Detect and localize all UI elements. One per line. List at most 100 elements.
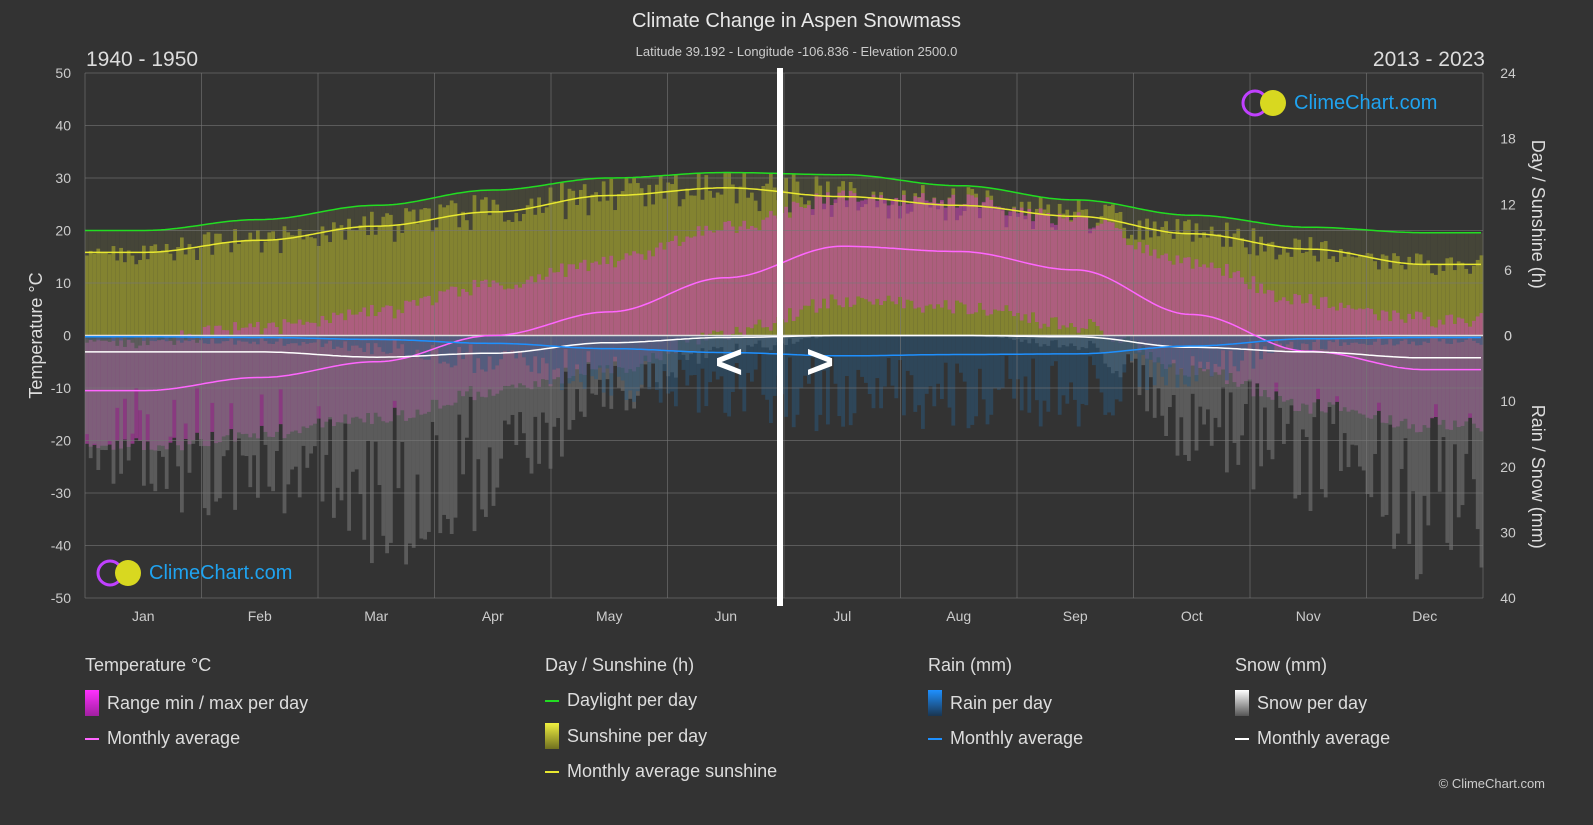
- rain-bar: [1141, 335, 1146, 355]
- snow-bar: [556, 335, 560, 419]
- sunshine-bar: [134, 264, 139, 336]
- temp-range-bar: [761, 219, 766, 328]
- snow-bar: [290, 335, 294, 470]
- sunshine-bar: [366, 235, 370, 336]
- rain-bar: [339, 335, 344, 348]
- rain-bar: [772, 335, 777, 396]
- temp-range-bar: [890, 200, 895, 302]
- rain-bar: [510, 335, 515, 351]
- rain-bar: [465, 335, 469, 353]
- sunshine-bar: [1285, 252, 1290, 336]
- snow-bar: [248, 335, 253, 488]
- rain-bar: [1073, 335, 1077, 400]
- rain-bar: [1213, 335, 1218, 364]
- temp-range-bar: [1000, 207, 1005, 312]
- sunshine-bar: [259, 252, 264, 336]
- sunshine-bar: [237, 243, 241, 336]
- rain-bar: [1145, 335, 1149, 391]
- snow-bar: [1168, 335, 1172, 408]
- sunshine-bar: [168, 253, 173, 336]
- rain-bar: [556, 335, 560, 369]
- sunshine-bar: [161, 250, 165, 336]
- y-left-tick-label: -50: [51, 590, 71, 606]
- rain-bar: [1092, 335, 1096, 366]
- temp-range-bar: [541, 279, 545, 380]
- rain-bar: [1365, 335, 1370, 346]
- rain-bar: [1392, 335, 1396, 346]
- temp-range-bar: [985, 197, 990, 316]
- clime-logo-icon: [96, 559, 141, 587]
- temp-range-bar: [962, 203, 967, 305]
- rain-bar: [495, 335, 500, 366]
- snow-bar: [438, 335, 443, 534]
- rain-bar: [1118, 335, 1123, 402]
- rain-bar: [1369, 335, 1374, 345]
- rain-bar: [1437, 335, 1442, 342]
- snow-bar: [389, 335, 393, 543]
- rain-bar: [552, 335, 557, 370]
- sunshine-bar: [225, 242, 230, 336]
- prev-period-button[interactable]: <: [715, 336, 744, 389]
- rain-bar: [286, 335, 291, 345]
- rain-bar: [791, 335, 796, 428]
- snow-bar: [427, 335, 431, 532]
- temp-range-bar: [567, 264, 572, 379]
- rain-bar: [1323, 335, 1328, 350]
- temp-range-bar: [632, 251, 636, 372]
- rain-bar: [1046, 335, 1051, 412]
- rain-bar: [613, 335, 617, 357]
- sunshine-bar: [1373, 261, 1377, 336]
- snow-bar: [1187, 335, 1191, 462]
- temp-range-bar: [913, 196, 918, 309]
- temp-range-bar: [1209, 262, 1214, 376]
- sunshine-bar: [145, 259, 150, 336]
- snow-bar: [465, 335, 469, 438]
- rain-bar: [814, 335, 819, 432]
- sunshine-bar: [1316, 261, 1320, 336]
- sunshine-bar: [1282, 247, 1286, 336]
- snow-bar: [1270, 335, 1275, 460]
- rain-bar: [396, 335, 401, 349]
- sunshine-bar: [1388, 268, 1393, 336]
- snow-bar: [85, 335, 89, 435]
- rain-bar: [1384, 335, 1389, 345]
- sunshine-bar: [164, 243, 169, 336]
- sunshine-bar: [1464, 268, 1469, 336]
- rain-bar: [385, 335, 389, 354]
- temp-range-bar: [1175, 255, 1180, 375]
- temp-range-bar: [1019, 207, 1024, 321]
- temp-range-bar: [1228, 278, 1233, 373]
- rain-bar: [297, 335, 302, 346]
- temp-range-bar: [940, 200, 944, 308]
- sunshine-bar: [1475, 259, 1480, 336]
- sunshine-bar: [552, 201, 557, 336]
- rain-bar: [978, 335, 982, 369]
- temp-range-bar: [613, 267, 617, 362]
- rain-bar: [913, 335, 918, 412]
- rain-bar: [693, 335, 697, 376]
- next-period-button[interactable]: >: [806, 336, 835, 389]
- snow-bar: [271, 335, 275, 492]
- snow-bar: [286, 335, 291, 485]
- temp-range-bar: [924, 200, 929, 306]
- rain-bar: [1270, 335, 1275, 354]
- rain-bar: [757, 335, 762, 354]
- rain-bar: [890, 335, 895, 386]
- sunshine-bar: [221, 241, 226, 336]
- rain-bar: [252, 335, 256, 342]
- temp-range-bar: [757, 230, 762, 320]
- snow-bar: [1384, 335, 1389, 515]
- temp-range-bar: [134, 348, 139, 439]
- temp-range-bar: [970, 195, 975, 314]
- sunshine-bar: [1460, 262, 1465, 336]
- temp-range-bar: [894, 197, 899, 305]
- rain-bar: [841, 335, 845, 427]
- sunshine-bar: [1472, 265, 1476, 336]
- snow-bar: [430, 335, 435, 422]
- sunshine-bar: [183, 254, 188, 336]
- snow-bar: [1335, 335, 1339, 397]
- temp-range-bar: [856, 201, 861, 297]
- temp-range-bar: [1073, 217, 1077, 327]
- temp-range-bar: [628, 255, 633, 370]
- snow-bar: [499, 335, 503, 459]
